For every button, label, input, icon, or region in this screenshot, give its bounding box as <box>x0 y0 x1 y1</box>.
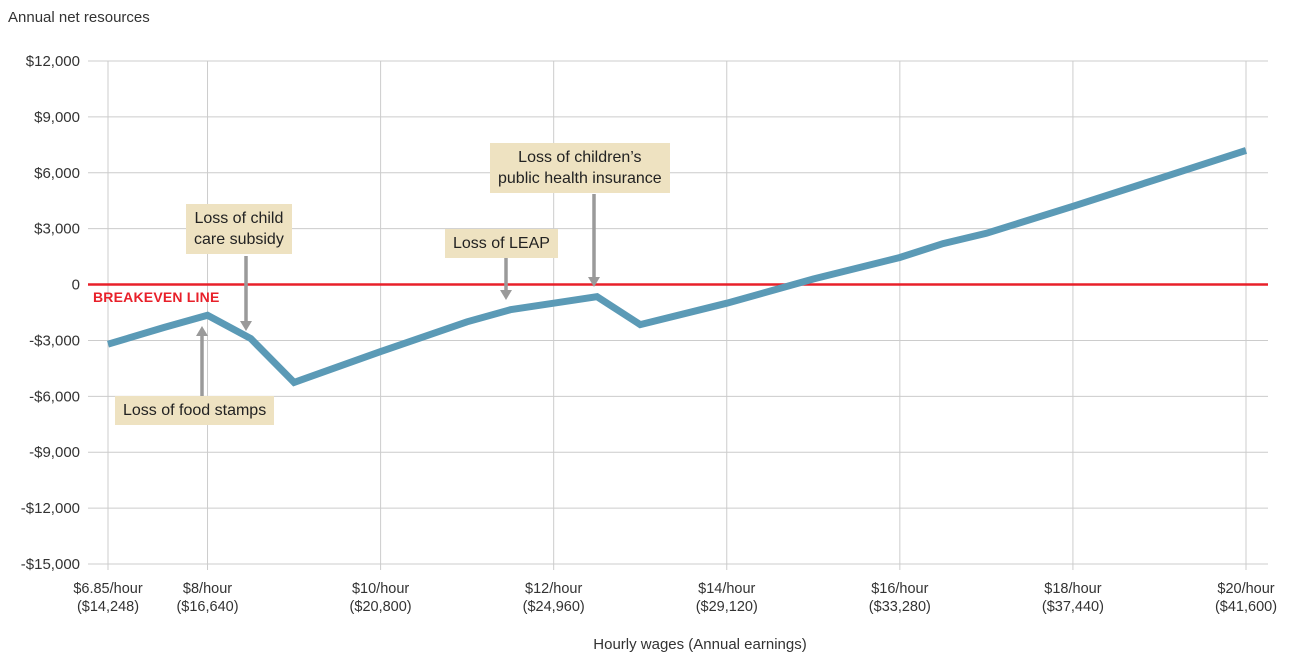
x-tick-sublabel: ($37,440) <box>1042 599 1104 615</box>
y-axis-title: Annual net resources <box>8 9 150 26</box>
x-tick-label: $14/hour <box>698 581 755 597</box>
x-tick-label: $12/hour <box>525 581 582 597</box>
arrow-food-stamps-head <box>196 326 208 336</box>
annotation-health-line1: Loss of children’s <box>518 149 642 166</box>
annotation-child-care-line2: care subsidy <box>194 231 284 248</box>
x-tick-sublabel: ($16,640) <box>176 599 238 615</box>
y-tick-label: -$15,000 <box>21 556 80 573</box>
arrow-health-insurance-head <box>588 277 600 287</box>
y-tick-label: $3,000 <box>34 221 80 238</box>
y-tick-label: $6,000 <box>34 165 80 182</box>
breakeven-label: BREAKEVEN LINE <box>93 289 220 305</box>
arrow-child-care-head <box>240 321 252 331</box>
y-tick-label: $9,000 <box>34 109 80 126</box>
series-line <box>106 147 1248 387</box>
y-tick-label: 0 <box>72 277 80 294</box>
x-tick-label: $10/hour <box>352 581 409 597</box>
arrow-leap-head <box>500 290 512 300</box>
y-tick-label: -$3,000 <box>29 332 80 349</box>
annotation-child-care: Loss of child care subsidy <box>186 204 292 254</box>
y-tick-label: -$9,000 <box>29 444 80 461</box>
annotation-health-line2: public health insurance <box>498 170 662 187</box>
x-tick-sublabel: ($33,280) <box>869 599 931 615</box>
x-tick-sublabel: ($41,600) <box>1215 599 1277 615</box>
y-tick-label: $12,000 <box>26 53 80 70</box>
y-tick-label: -$12,000 <box>21 500 80 517</box>
annotation-leap: Loss of LEAP <box>445 229 558 258</box>
x-tick-label: $18/hour <box>1044 581 1101 597</box>
x-tick-label: $8/hour <box>183 581 232 597</box>
annotation-food-stamps: Loss of food stamps <box>115 396 275 425</box>
x-tick-label: $16/hour <box>871 581 928 597</box>
x-tick-sublabel: ($24,960) <box>523 599 585 615</box>
annotation-child-care-line1: Loss of child <box>194 210 284 227</box>
x-tick-label: $6.85/hour <box>73 581 143 597</box>
annotation-health-insurance: Loss of children’s public health insuran… <box>490 143 670 193</box>
x-tick-sublabel: ($29,120) <box>696 599 758 615</box>
x-tick-sublabel: ($14,248) <box>77 599 139 615</box>
x-axis-title: Hourly wages (Annual earnings) <box>593 636 807 653</box>
y-tick-label: -$6,000 <box>29 388 80 405</box>
x-tick-sublabel: ($20,800) <box>350 599 412 615</box>
x-tick-label: $20/hour <box>1217 581 1274 597</box>
